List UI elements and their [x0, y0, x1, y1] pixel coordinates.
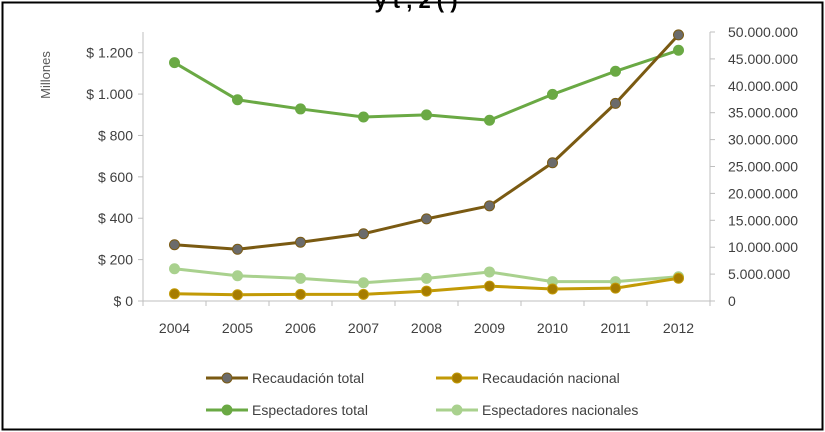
data-point — [547, 283, 558, 295]
y-left-tick-label: $ 600 — [98, 169, 133, 185]
data-point — [421, 213, 432, 225]
y-right-tick-label: 40.000.000 — [728, 78, 798, 94]
chart-title-fragment: y t , 2 ( ) — [374, 0, 457, 13]
data-point — [232, 243, 243, 255]
y-left-tick-label: $ 0 — [114, 293, 134, 309]
legend: Recaudación total Recaudación nacional Esp… — [206, 370, 638, 418]
y-left-tick-label: $ 400 — [98, 210, 133, 226]
y-left-tick-label: $ 800 — [98, 127, 133, 143]
data-point — [232, 270, 243, 282]
data-point — [358, 228, 369, 240]
data-point — [673, 272, 684, 284]
data-point — [421, 109, 432, 121]
legend-label: Recaudación nacional — [482, 370, 620, 386]
x-axis: 2004 2005 2006 2007 2008 2009 2010 2011 2012 — [142, 300, 711, 336]
data-point — [169, 239, 180, 251]
data-point — [232, 94, 243, 106]
y-right-tick-label: 45.000.000 — [728, 51, 798, 67]
legend-label: Espectadores nacionales — [482, 402, 638, 418]
y-right-tick-label: 25.000.000 — [728, 159, 798, 175]
data-point — [421, 285, 432, 297]
legend-swatch-marker — [221, 372, 233, 384]
data-point — [484, 114, 495, 126]
x-tick-label: 2010 — [537, 320, 568, 336]
x-tick-label: 2005 — [222, 320, 253, 336]
y-left-axis: $ 0 $ 200 $ 400 $ 600 $ 800 $ 1.000 $ 1.200 — [86, 32, 144, 309]
y-right-tick-label: 15.000.000 — [728, 212, 798, 228]
data-point — [484, 280, 495, 292]
x-tick-label: 2008 — [411, 320, 442, 336]
y-right-tick-label: 50.000.000 — [728, 24, 798, 40]
y-right-tick-label: 10.000.000 — [728, 239, 798, 255]
x-tick-label: 2004 — [159, 320, 190, 336]
x-tick-label: 2006 — [285, 320, 316, 336]
x-tick-label: 2012 — [663, 320, 694, 336]
y-right-axis: 0 5.000.000 10.000.000 15.000.000 20.000.000… — [709, 24, 798, 309]
data-point — [673, 44, 684, 56]
y-left-tick-label: $ 200 — [98, 252, 133, 268]
legend-label: Espectadores total — [252, 402, 368, 418]
data-point — [547, 157, 558, 169]
y-right-tick-label: 35.000.000 — [728, 105, 798, 121]
series-recaudaci-n-nacional — [169, 272, 684, 301]
data-point — [358, 111, 369, 123]
y-right-tick-label: 20.000.000 — [728, 185, 798, 201]
legend-item: Recaudación nacional — [436, 370, 620, 386]
data-point — [295, 236, 306, 248]
legend-swatch-marker — [451, 372, 463, 384]
data-point — [610, 97, 621, 109]
y-right-tick-label: 5.000.000 — [728, 266, 790, 282]
data-point — [358, 277, 369, 289]
data-point — [610, 282, 621, 294]
x-tick-label: 2011 — [600, 320, 630, 336]
y-left-axis-label: Millones — [38, 51, 53, 99]
data-point — [547, 88, 558, 100]
y-left-tick-label: $ 1.000 — [86, 86, 133, 102]
x-tick-label: 2007 — [348, 320, 379, 336]
data-point — [169, 263, 180, 275]
series-recaudaci-n-total — [169, 29, 684, 255]
x-tick-label: 2009 — [474, 320, 505, 336]
series-espectadores-total — [169, 44, 684, 126]
data-point — [610, 65, 621, 77]
legend-label: Recaudación total — [252, 370, 364, 386]
data-point — [484, 266, 495, 278]
legend-swatch-marker — [221, 404, 233, 416]
data-point — [484, 200, 495, 212]
legend-item: Recaudación total — [206, 370, 364, 386]
y-right-tick-label: 30.000.000 — [728, 132, 798, 148]
data-point — [295, 272, 306, 284]
data-point — [295, 103, 306, 115]
data-point — [358, 288, 369, 300]
legend-item: Espectadores total — [206, 402, 368, 418]
data-point — [673, 29, 684, 41]
data-point — [295, 288, 306, 300]
y-left-tick-label: $ 1.200 — [86, 45, 133, 61]
series-layer — [169, 29, 684, 301]
data-point — [232, 289, 243, 301]
data-point — [421, 272, 432, 284]
data-point — [169, 288, 180, 300]
y-right-tick-label: 0 — [728, 293, 736, 309]
legend-item: Espectadores nacionales — [436, 402, 638, 418]
legend-swatch-marker — [451, 404, 463, 416]
data-point — [169, 57, 180, 69]
